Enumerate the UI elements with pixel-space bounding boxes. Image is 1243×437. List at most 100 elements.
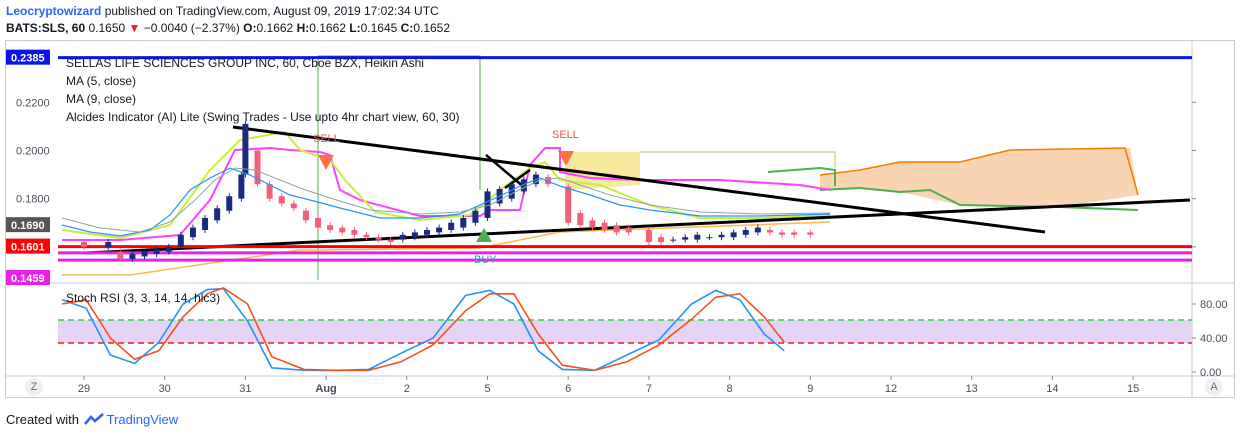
stoch-tick-label: 80.00 (1200, 299, 1228, 311)
time-tick-label: 5 (484, 383, 490, 395)
close-value: 0.1652 (413, 21, 451, 35)
sell-signal-2: SELL (552, 129, 579, 166)
buy-label: BUY (474, 254, 497, 266)
candle (129, 254, 136, 259)
stoch-tick-label: 40.00 (1200, 333, 1228, 345)
time-tick-label: 7 (646, 383, 652, 395)
ma9-line (61, 167, 831, 233)
price-label-badge (6, 217, 50, 233)
chart-legend: SELLAS LIFE SCIENCES GROUP INC, 60, Cboe… (66, 54, 460, 126)
low-label: L: (349, 21, 361, 35)
price-tick-label: 0.1800 (16, 194, 50, 206)
candle (625, 227, 632, 233)
horizontal-levels (58, 56, 1192, 262)
candle (613, 225, 620, 233)
down-arrow-icon: ▼ (128, 21, 141, 35)
candle (411, 232, 418, 238)
candle (754, 227, 761, 233)
yellow-cloud (565, 152, 640, 190)
time-axis[interactable]: 29 30 31 Aug 2 5 6 7 8 9 12 13 14 15 (78, 376, 1139, 395)
legend-ma5[interactable]: MA (5, close) (66, 74, 137, 88)
time-tick-label: 15 (1127, 383, 1139, 395)
time-tick-label: 30 (159, 383, 171, 395)
sell-arrow-icon (558, 151, 574, 166)
created-with-text: Created with (6, 412, 83, 427)
candle (742, 229, 749, 235)
high-value: 0.1662 (309, 21, 346, 35)
time-tick-label: 12 (885, 383, 897, 395)
open-label: O: (243, 21, 257, 35)
buy-signal: BUY (474, 228, 497, 266)
price-label-text: 0.1459 (11, 273, 45, 285)
buy-arrow-icon (476, 228, 492, 242)
indicator-overlays (61, 55, 1191, 280)
ma5-line (61, 167, 831, 237)
time-tick-label: 2 (404, 383, 410, 395)
candle (339, 227, 346, 233)
green-step-line-2 (767, 166, 836, 186)
chart-frame (5, 40, 1235, 398)
candle (302, 210, 309, 221)
sell-label-1: SELL (313, 133, 340, 145)
candle (706, 237, 713, 239)
moving-averages (61, 167, 831, 237)
candle (278, 196, 285, 204)
candle (81, 242, 87, 247)
candle (645, 229, 652, 243)
time-tick-label: 9 (807, 383, 813, 395)
candle (670, 239, 677, 241)
candle (242, 123, 249, 175)
price-label-text: 0.2385 (11, 53, 45, 65)
high-label: H: (296, 21, 310, 35)
candle (153, 249, 160, 255)
author-link[interactable]: Leocryptowizard (6, 4, 102, 18)
time-tick-label: 6 (565, 383, 571, 395)
time-tick-label: 31 (239, 383, 251, 395)
green-step-line (640, 151, 836, 168)
candle (694, 234, 701, 240)
candle (375, 237, 382, 240)
candle (117, 251, 124, 259)
cloud-upper-line (819, 147, 1139, 196)
candle (105, 242, 112, 247)
candle (658, 237, 665, 243)
time-tick-label: 29 (78, 383, 90, 395)
auto-scale-button[interactable]: A (1205, 378, 1223, 396)
candle (327, 225, 334, 230)
candle (141, 251, 148, 257)
price-label-text: 0.1601 (11, 242, 45, 254)
price-tick-label: 0.2000 (16, 145, 50, 157)
candle (718, 234, 725, 238)
stoch-legend[interactable]: Stoch RSI (3, 3, 14, 14, hlc3) (66, 291, 221, 305)
candle (214, 208, 221, 221)
stoch-series-line (61, 287, 785, 372)
wedge-line-1 (485, 154, 526, 189)
price-label-badge (6, 238, 50, 254)
close-label: C: (400, 21, 414, 35)
candles (81, 120, 814, 262)
legend-indicator[interactable]: Alcides Indicator (AI) Lite (Swing Trade… (66, 110, 460, 124)
candle (779, 232, 786, 235)
candle (460, 217, 467, 228)
candle (565, 186, 572, 223)
green-box (317, 55, 481, 280)
footer: Created with TradingView (6, 412, 178, 429)
open-value: 0.1662 (256, 21, 294, 35)
candle (472, 210, 479, 223)
candle (363, 234, 370, 238)
ascending-trendline (85, 198, 1191, 255)
symbol: BATS:SLS, 60 (6, 21, 86, 35)
legend-title: SELLAS LIFE SCIENCES GROUP INC, 60, Cboe… (66, 56, 424, 70)
tradingview-brand[interactable]: TradingView (106, 412, 179, 427)
price-label-badge (6, 270, 50, 285)
price-labels: 0.2385 0.1690 0.1601 0.1459 (6, 49, 50, 285)
legend-ma9[interactable]: MA (9, close) (66, 92, 137, 106)
sell-label-2: SELL (552, 129, 579, 141)
zoom-z-button[interactable]: Z (25, 378, 43, 396)
last-price: 0.1650 (88, 21, 126, 35)
candle (508, 184, 515, 199)
candle (589, 220, 596, 228)
sell-arrow-icon (318, 155, 334, 170)
symbol-info: BATS:SLS, 60 0.1650 ▼ −0.0040 (−2.37%) O… (6, 21, 450, 35)
